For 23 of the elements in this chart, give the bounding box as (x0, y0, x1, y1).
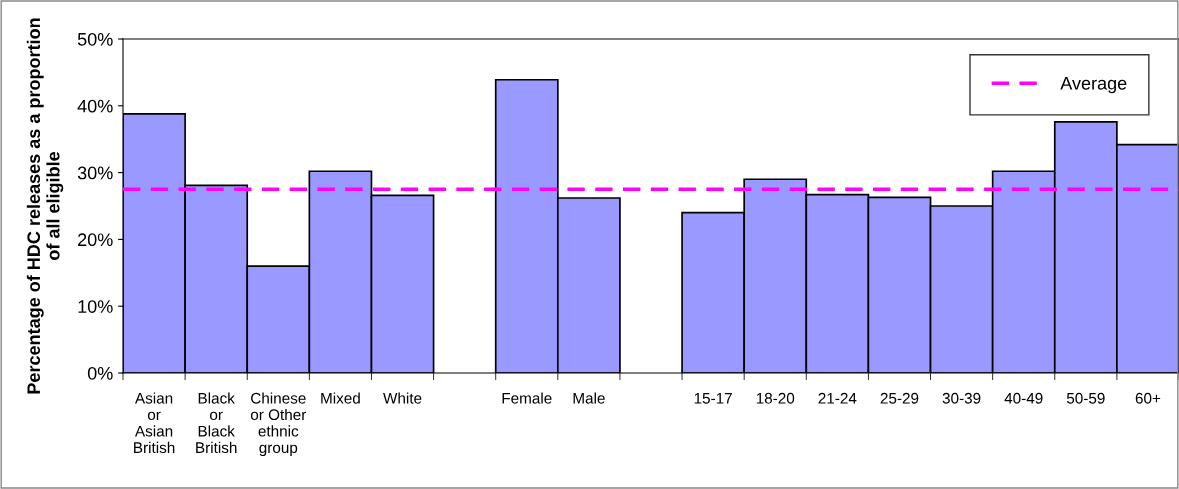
y-tick-label: 50% (77, 32, 113, 46)
legend-label: Average (1060, 77, 1127, 94)
x-tick-label: 30-39 (942, 392, 981, 404)
x-tick-label: 25-29 (880, 392, 919, 404)
x-tick-label: Male (573, 392, 605, 404)
y-tick-label: 0% (87, 366, 113, 380)
x-tick-label: White (383, 392, 422, 404)
y-tick-label: 40% (77, 99, 113, 113)
x-tick-label: 21-24 (818, 392, 857, 404)
x-tick-label: Chinese or Other ethnic group (250, 392, 307, 457)
x-tick-label: Mixed (321, 392, 360, 404)
y-axis-title: Percentage of HDC releases as a proportion of all eligible (26, 18, 64, 394)
y-tick-label: 10% (78, 300, 113, 313)
y-tick-label: 20% (78, 233, 113, 247)
x-tick-label: 50-59 (1066, 392, 1105, 404)
y-tick-label: 30% (77, 166, 113, 180)
x-tick-label: 15-17 (694, 393, 732, 404)
x-tick-label: 40-49 (1004, 392, 1043, 404)
x-tick-label: Black or Black British (196, 392, 237, 454)
x-tick-label: Female (502, 392, 552, 404)
x-tick-label: 18-20 (756, 392, 795, 404)
x-tick-label: 60+ (1135, 392, 1161, 404)
x-tick-label: Asian or Asian British (134, 392, 175, 454)
